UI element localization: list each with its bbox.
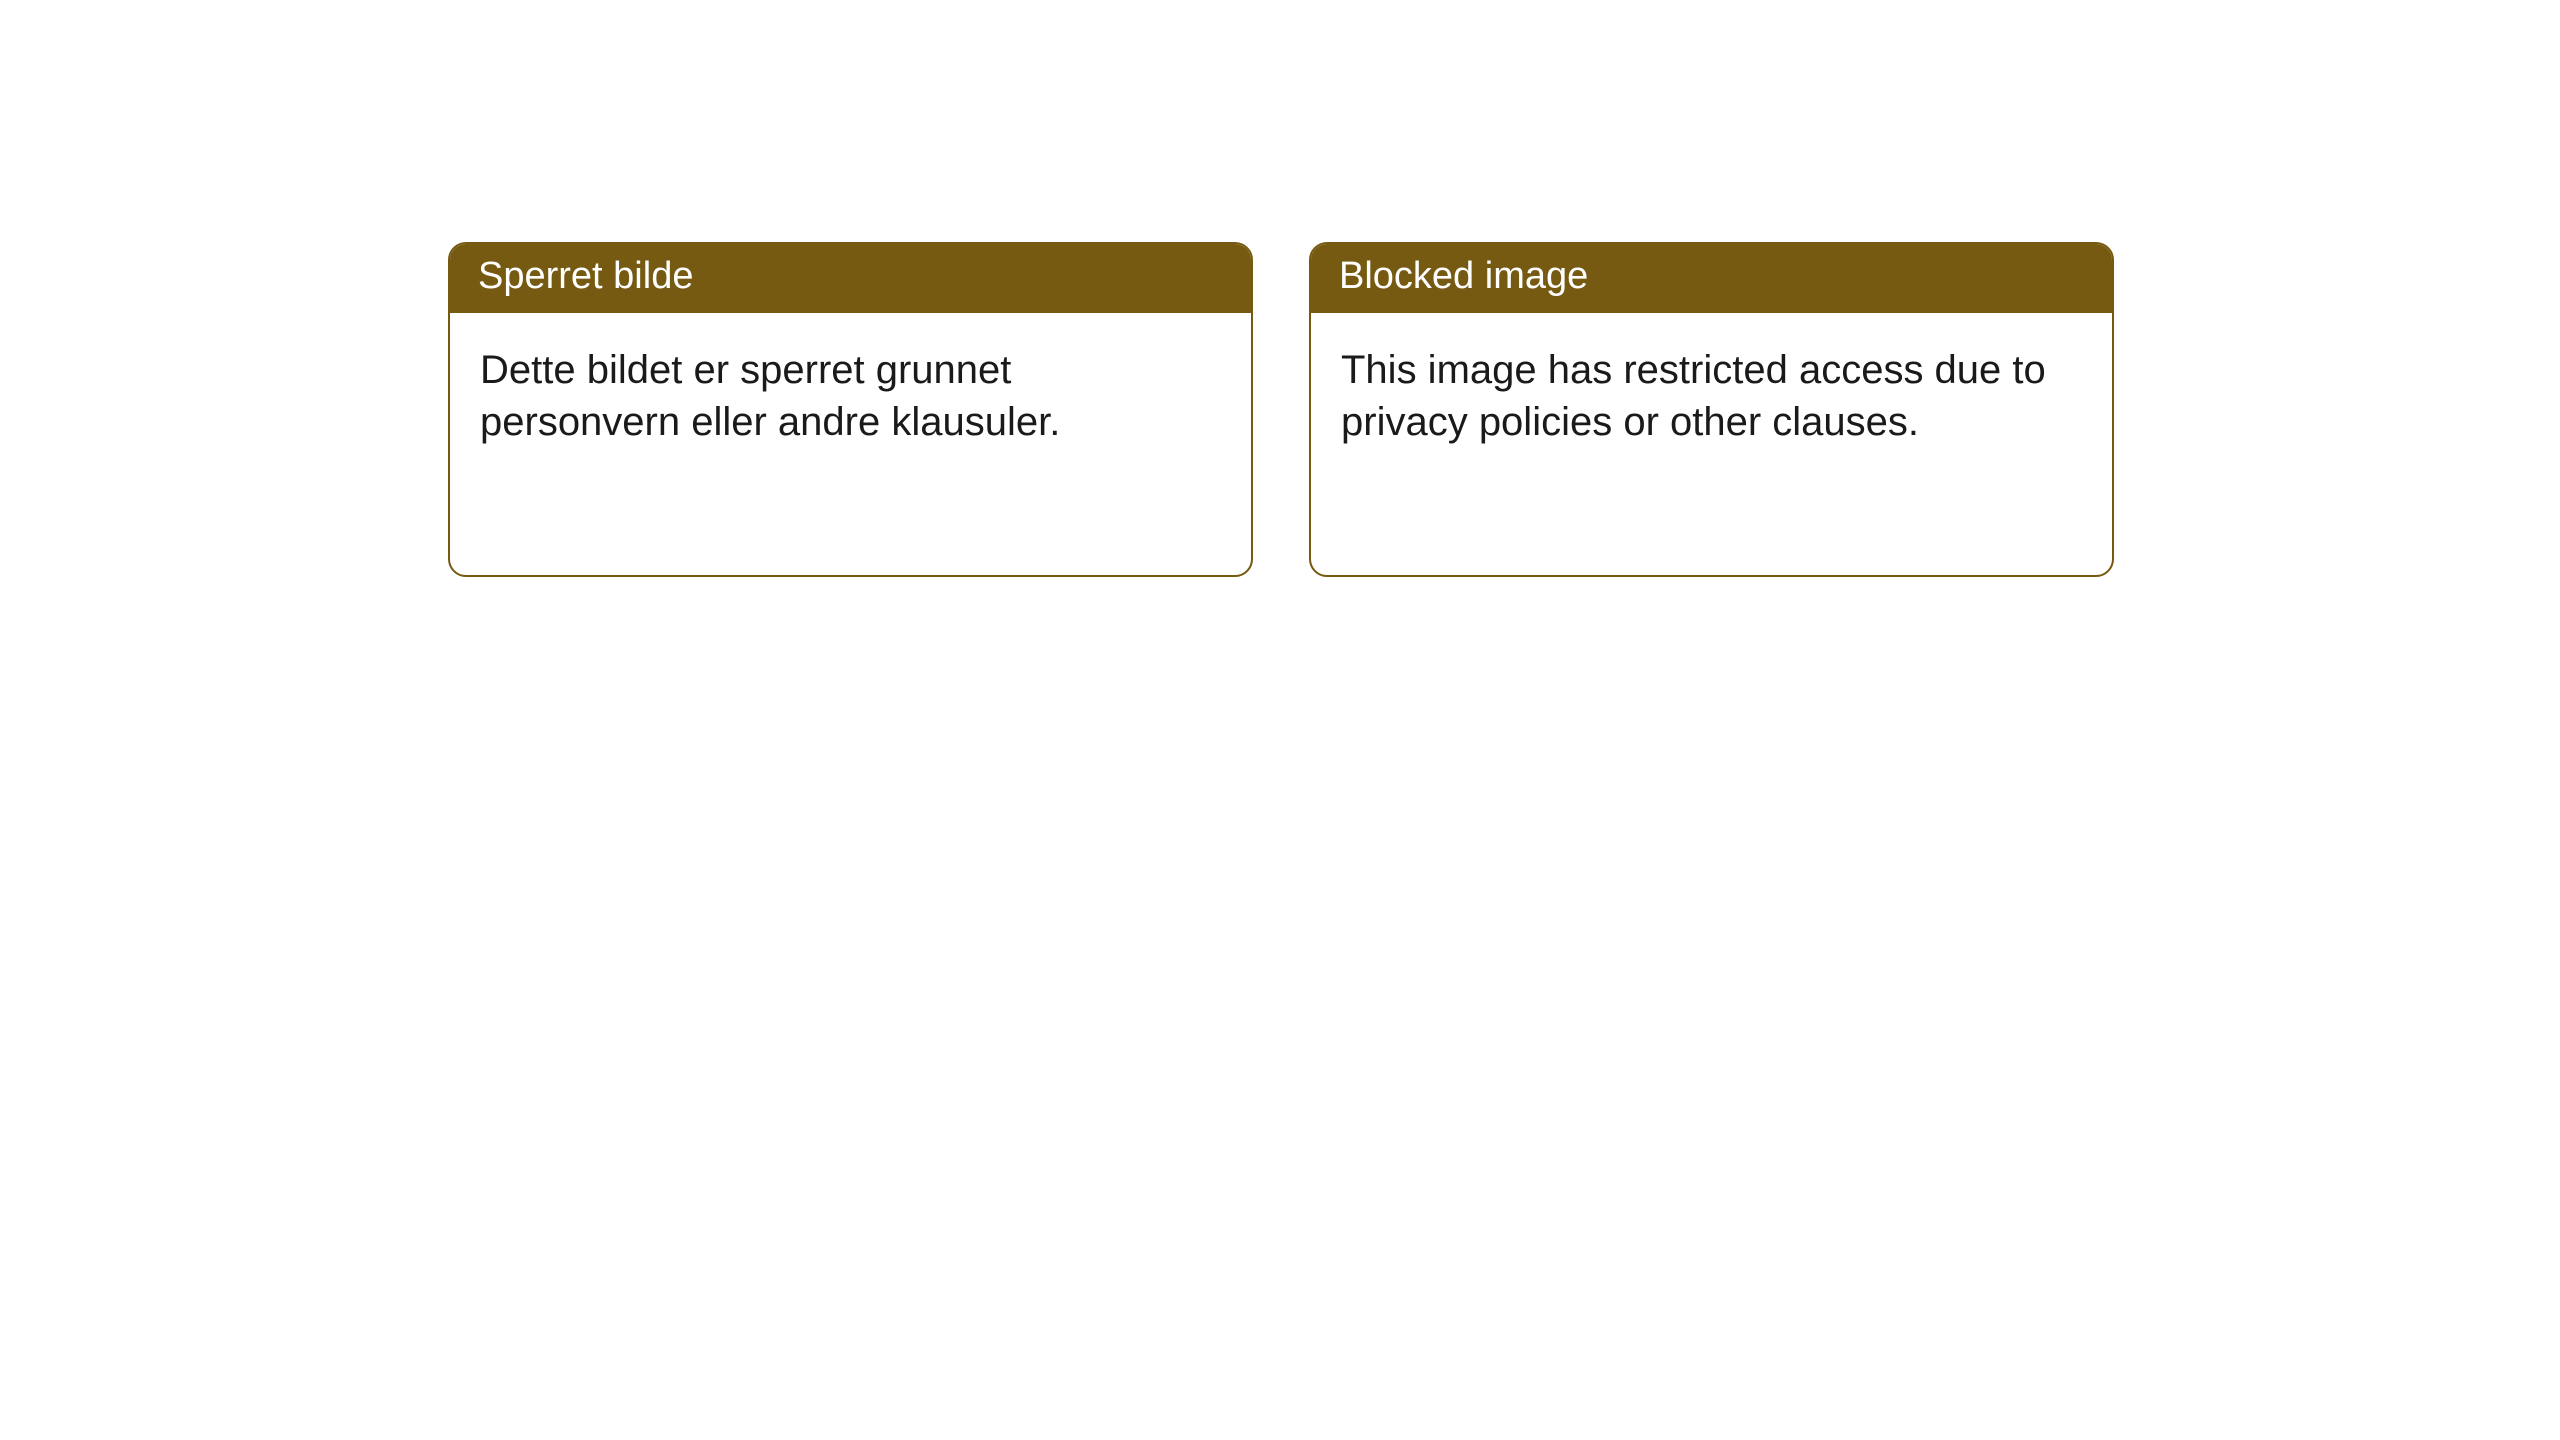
- cards-container: Sperret bilde Dette bildet er sperret gr…: [0, 0, 2560, 577]
- card-header: Blocked image: [1311, 244, 2112, 313]
- card-body: This image has restricted access due to …: [1311, 313, 2112, 479]
- blocked-image-card-no: Sperret bilde Dette bildet er sperret gr…: [448, 242, 1253, 577]
- card-header: Sperret bilde: [450, 244, 1251, 313]
- card-body: Dette bildet er sperret grunnet personve…: [450, 313, 1251, 479]
- blocked-image-card-en: Blocked image This image has restricted …: [1309, 242, 2114, 577]
